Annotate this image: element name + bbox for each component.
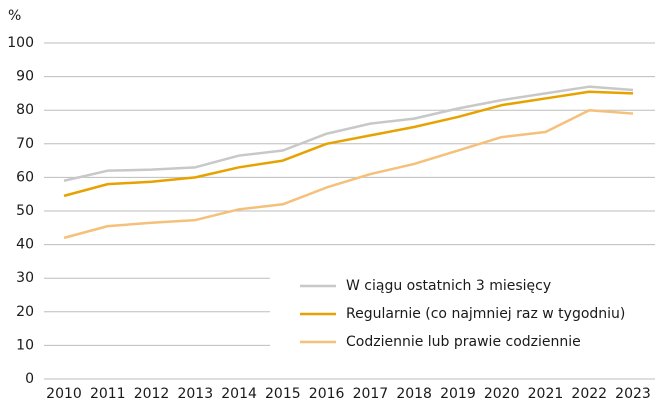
y-tick-label: 20: [16, 304, 34, 320]
y-tick-label: 70: [16, 136, 34, 152]
x-tick-label: 2011: [90, 386, 126, 402]
x-tick-label: 2018: [396, 386, 432, 402]
y-tick-label: 30: [16, 270, 34, 286]
y-tick-label: 50: [16, 203, 34, 219]
series-line: [63, 85, 634, 182]
y-tick-label: 0: [25, 371, 34, 387]
x-tick-label: 2023: [615, 386, 651, 402]
x-tick-label: 2020: [484, 386, 520, 402]
x-tick-label: 2016: [309, 386, 345, 402]
y-tick-label: 60: [16, 169, 34, 185]
x-tick-label: 2022: [571, 386, 607, 402]
legend-label: Regularnie (co najmniej raz w tygodniu): [346, 306, 625, 322]
legend-background: [270, 266, 660, 366]
x-tick-label: 2010: [46, 386, 82, 402]
x-tick-label: 2017: [353, 386, 389, 402]
x-tick-label: 2013: [177, 386, 213, 402]
y-tick-label: 40: [16, 237, 34, 253]
x-tick-label: 2021: [528, 386, 564, 402]
x-tick-label: 2015: [265, 386, 301, 402]
x-tick-label: 2014: [221, 386, 257, 402]
x-tick-label: 2019: [440, 386, 476, 402]
y-tick-label: 90: [16, 69, 34, 85]
series-line: [63, 108, 634, 240]
x-tick-label: 2012: [134, 386, 170, 402]
y-tick-label: 80: [16, 102, 34, 118]
legend-label: W ciągu ostatnich 3 miesięcy: [346, 278, 551, 294]
y-tick-label: 10: [16, 337, 34, 353]
y-tick-label: 100: [7, 35, 34, 51]
y-axis-label: %: [8, 8, 21, 24]
legend-label: Codziennie lub prawie codziennie: [346, 334, 581, 350]
series-line: [63, 90, 634, 198]
